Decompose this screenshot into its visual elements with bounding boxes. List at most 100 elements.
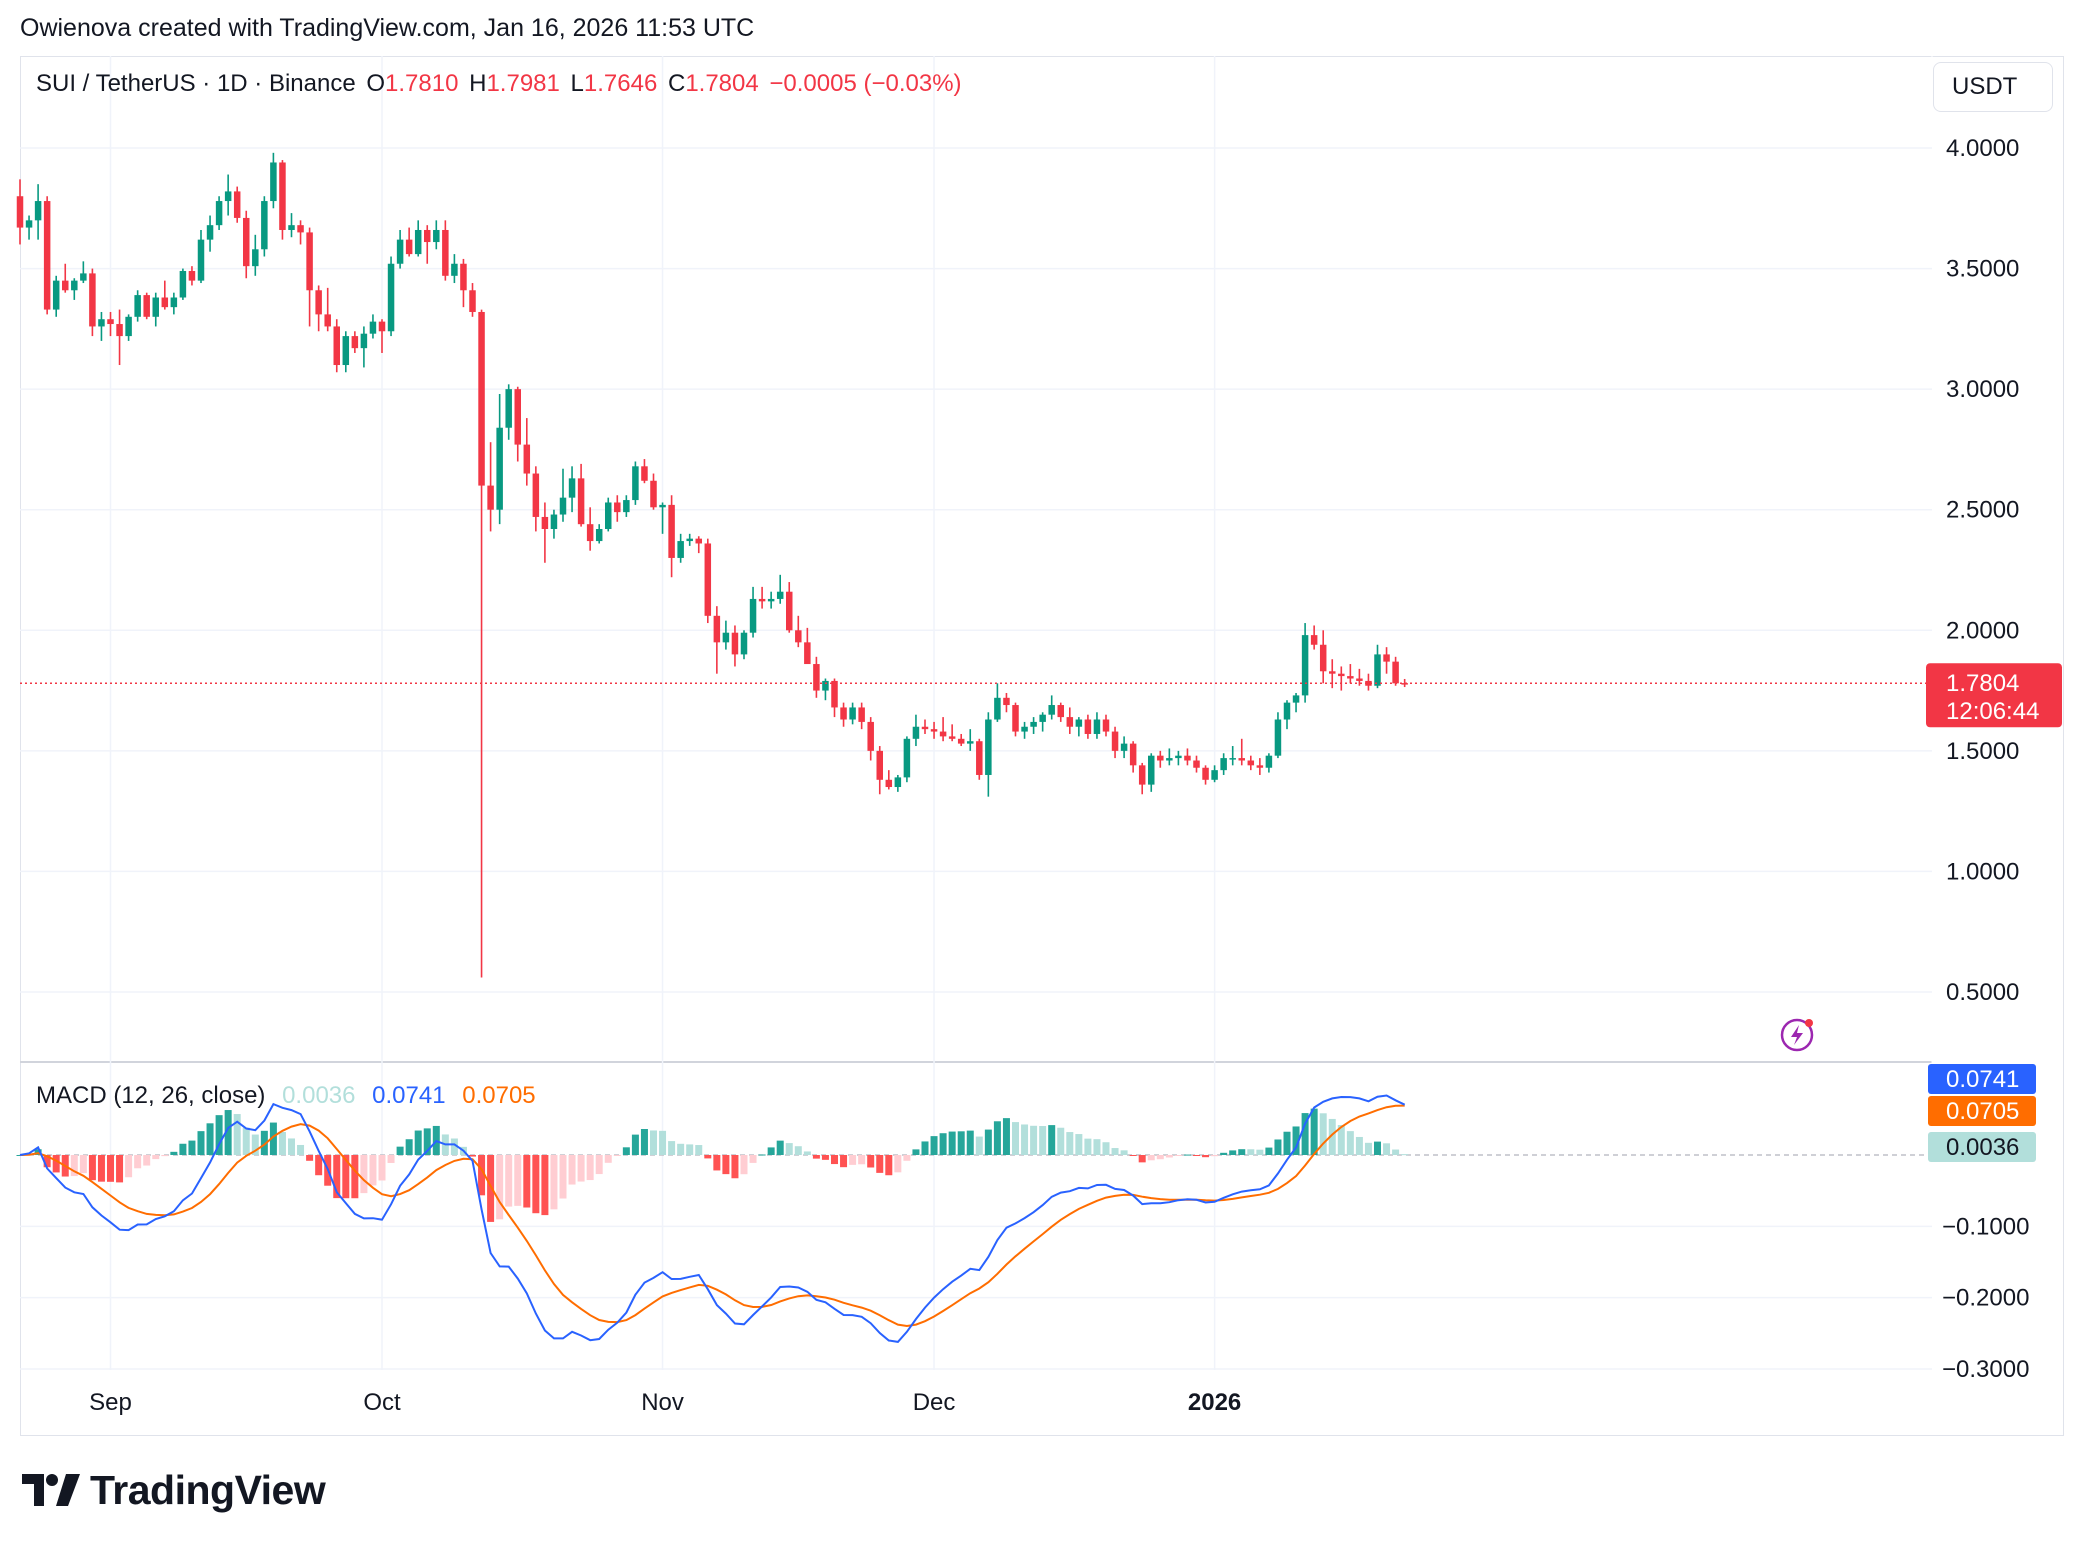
candle-body <box>749 598 757 633</box>
time-tick-label: Sep <box>89 1389 132 1416</box>
candle-body <box>378 321 386 332</box>
macd-histogram-bar <box>1057 1127 1065 1155</box>
macd-histogram-bar <box>1247 1149 1255 1155</box>
macd-histogram-bar <box>206 1123 214 1155</box>
candle-body <box>1292 695 1300 703</box>
signal-value-badge <box>1928 1096 2036 1126</box>
candle-body <box>1075 719 1083 727</box>
price-axis: 4.0000 3.5000 3.0000 2.5000 2.0000 1.5000 1.00… <box>1946 135 2019 1006</box>
candle-body <box>523 444 531 474</box>
candle-body <box>487 485 494 510</box>
macd-histogram-bar <box>957 1131 965 1155</box>
candle-body <box>912 726 920 739</box>
macd-histogram-bar <box>378 1155 386 1181</box>
macd-histogram-bar <box>1319 1113 1327 1155</box>
high-label: H <box>469 70 487 97</box>
candle-body <box>849 707 856 720</box>
chart-caption: Owienova created with TradingView.com, J… <box>20 14 755 42</box>
macd-histogram-bar <box>577 1155 585 1182</box>
flash-icon[interactable] <box>1779 1017 1815 1053</box>
candle-body <box>1211 770 1218 780</box>
macd-histogram-bar <box>188 1140 196 1155</box>
candle-body <box>496 427 503 510</box>
last-price-text: 1.7804 <box>1946 670 2019 697</box>
candle-body <box>1120 743 1128 751</box>
macd-histogram-bar <box>1229 1150 1237 1155</box>
candle-body <box>71 280 78 291</box>
candle-body <box>1383 654 1390 662</box>
macd-histogram-bar <box>1111 1148 1119 1155</box>
currency-button[interactable]: USDT <box>1933 62 2053 112</box>
candle-body <box>858 707 865 722</box>
macd-histogram-bar <box>677 1143 685 1155</box>
macd-histogram-bar <box>930 1136 938 1155</box>
candle-body <box>948 736 956 739</box>
candle-body <box>270 162 277 202</box>
candle-body <box>1021 726 1028 732</box>
candle-body <box>134 295 141 317</box>
chart-frame <box>20 56 2064 1436</box>
candle-body <box>342 336 350 366</box>
macd-histogram-bar <box>269 1122 277 1155</box>
macd-histogram-bar <box>134 1155 142 1169</box>
candle-body <box>1365 680 1372 686</box>
candle-body <box>876 750 883 780</box>
macd-histogram-bar <box>1183 1154 1191 1156</box>
macd-tick-label: −0.1000 <box>1942 1213 2029 1240</box>
candle-body <box>387 263 395 332</box>
candle-body <box>170 297 178 308</box>
macd-line-value: 0.0741 <box>372 1082 446 1109</box>
macd-histogram-bar <box>478 1155 486 1196</box>
symbol-legend: SUI / TetherUS · 1D · Binance O1.7810 H1… <box>36 70 966 98</box>
candle-body <box>451 263 458 276</box>
macd-histogram-bar <box>613 1155 621 1156</box>
macd-signal-line <box>19 1104 1405 1328</box>
macd-histogram-bar <box>496 1155 504 1220</box>
price-tick-label: 1.0000 <box>1946 858 2019 885</box>
price-tick-label: 3.5000 <box>1946 256 2019 283</box>
macd-histogram-bar <box>161 1155 169 1157</box>
low-value: 1.7646 <box>583 70 658 97</box>
macd-histogram-bar <box>97 1155 105 1182</box>
candle-body <box>1093 719 1101 734</box>
candle-body <box>740 632 748 655</box>
macd-histogram-bar <box>812 1155 820 1159</box>
macd-histogram-bar <box>116 1155 124 1183</box>
macd-histogram-bar <box>767 1147 775 1155</box>
candle-body <box>568 478 576 498</box>
price-tick-label: 0.5000 <box>1946 979 2019 1006</box>
time-tick-label: Nov <box>641 1389 684 1416</box>
macd-histogram-bar <box>541 1155 549 1216</box>
candle-body <box>107 319 114 325</box>
candle-body <box>1084 719 1092 734</box>
macd-histogram-bar <box>1102 1142 1110 1155</box>
macd-histogram-bar <box>1193 1155 1200 1156</box>
candle-body <box>188 270 196 281</box>
macd-histogram-bar <box>16 1155 24 1156</box>
macd-histogram-bar <box>993 1121 1001 1155</box>
candle-body <box>1193 760 1200 768</box>
macd-histogram-bar <box>107 1155 114 1182</box>
candle-body <box>1347 676 1354 679</box>
macd-histogram-bar <box>849 1155 857 1165</box>
macd-histogram-bar <box>487 1155 495 1222</box>
macd-histogram-bar <box>984 1129 992 1155</box>
candle-body <box>650 480 657 508</box>
candle-body <box>677 541 684 558</box>
macd-histogram-bar <box>740 1155 748 1175</box>
candle-body <box>360 333 368 349</box>
macd-histogram-bar <box>776 1140 784 1155</box>
macd-histogram-bar <box>450 1138 458 1155</box>
candle-body <box>279 162 286 230</box>
macd-histogram-bar <box>1147 1155 1155 1161</box>
candle-body <box>776 591 784 599</box>
macd-histogram-bar <box>821 1155 829 1160</box>
macd-histogram-bar <box>233 1114 241 1155</box>
macd-histogram-bar <box>333 1155 341 1199</box>
macd-hist-value: 0.0036 <box>282 1082 356 1109</box>
candle-body <box>433 229 440 243</box>
histogram-value-badge <box>1928 1132 2036 1162</box>
candle-body <box>1310 635 1318 645</box>
macd-histogram-bar <box>79 1155 87 1174</box>
